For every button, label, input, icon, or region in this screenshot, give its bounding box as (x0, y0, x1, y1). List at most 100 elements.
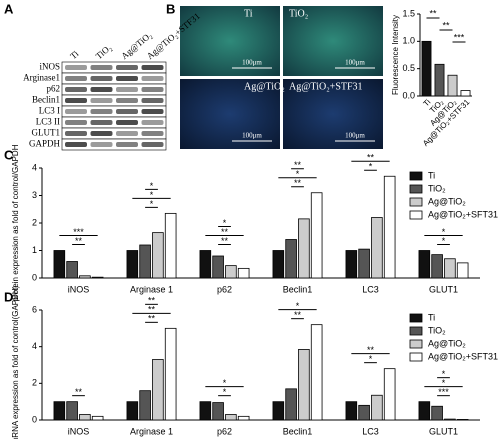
bar (434, 63, 445, 97)
micrograph-label: Ag@TiO₂ (244, 81, 285, 92)
y-tick-label: 1.0 (402, 36, 415, 46)
sig-label: * (442, 227, 446, 237)
blot-band (90, 65, 113, 70)
sig-label: * (150, 199, 154, 209)
scale-label: 100μm (242, 132, 262, 140)
blot-band (90, 131, 113, 136)
sig-label: ** (148, 305, 156, 315)
panel-label: A (4, 1, 14, 16)
blot-band (90, 120, 113, 125)
sig-label: ** (294, 160, 302, 170)
sig-label: * (223, 378, 227, 388)
sig-label: *** (454, 32, 465, 42)
micrograph (180, 6, 280, 76)
bar (164, 327, 177, 421)
micrograph-label: TiO₂ (289, 8, 308, 19)
legend-swatch (409, 171, 423, 181)
blot-band (90, 109, 113, 114)
scale-label: 100μm (345, 132, 365, 140)
bar (53, 250, 66, 279)
legend-swatch (409, 339, 423, 349)
bar (79, 414, 91, 421)
bar (431, 254, 443, 279)
blot-band (116, 98, 138, 103)
blot-band (141, 142, 164, 147)
sig-label: ** (75, 236, 83, 246)
legend-label: TiO₂ (428, 183, 446, 193)
bar (431, 405, 443, 421)
sig-label: ** (429, 8, 437, 18)
bar (199, 250, 212, 279)
sig-label: ** (148, 314, 156, 324)
legend-swatch (409, 184, 423, 194)
blot-band (116, 142, 138, 147)
bar (139, 390, 151, 421)
bar (164, 212, 177, 279)
micrograph-label: Ag@TiO₂+STF31 (289, 81, 363, 92)
bar (310, 192, 323, 279)
bar (212, 255, 224, 279)
blot-band (90, 98, 113, 103)
blot-row-label: p62 (47, 84, 61, 94)
blot-row-label: LC3 II (36, 117, 60, 127)
blot-band (141, 76, 164, 81)
bar (298, 349, 310, 421)
x-tick-label: GLUT1 (429, 284, 458, 294)
bar (126, 401, 139, 421)
bar (447, 74, 458, 97)
bar (212, 402, 224, 421)
x-tick-label: iNOS (68, 284, 90, 294)
y-tick-label: 6 (32, 304, 37, 314)
blot-row-label: GLUT1 (32, 128, 61, 138)
y-tick-label: 4 (32, 162, 37, 172)
bar (139, 244, 151, 279)
blot-lane-label: TiO₂ (94, 42, 114, 61)
bar (460, 90, 471, 97)
blot-band (141, 109, 164, 114)
sig-label: ** (294, 310, 302, 320)
y-axis-title: mRNA expression as fold of control(GAPDH… (11, 285, 20, 439)
bar (225, 414, 237, 421)
bar (152, 359, 164, 421)
blot-band (116, 109, 138, 114)
legend-label: Ag@TiO₂+SFT31 (428, 351, 498, 361)
legend-label: TiO₂ (428, 325, 446, 335)
sig-label: * (150, 181, 154, 191)
bar (456, 262, 469, 279)
sig-label: * (296, 301, 300, 311)
micrograph (180, 79, 280, 149)
bar (152, 232, 164, 279)
legend-swatch (409, 197, 423, 207)
bar (237, 415, 250, 421)
bar (444, 258, 456, 279)
bar (371, 394, 383, 421)
blot-band (141, 120, 164, 125)
blot-band (141, 87, 164, 92)
blot-band (141, 98, 164, 103)
bar (66, 261, 78, 279)
blot-band (116, 131, 138, 136)
blot-band (65, 120, 87, 125)
bar (79, 275, 91, 279)
bar (383, 175, 396, 279)
legend-swatch (409, 352, 423, 362)
x-tick-label: iNOS (68, 426, 90, 436)
bar (456, 419, 469, 421)
legend-swatch (409, 210, 423, 220)
sig-label: * (223, 387, 227, 397)
blot-band (65, 65, 87, 70)
blot-band (65, 98, 87, 103)
y-tick-label: 0.0 (402, 90, 415, 100)
x-tick-label: p62 (217, 284, 232, 294)
x-tick-label: GLUT1 (429, 426, 458, 436)
legend-label: Ag@TiO₂+SFT31 (428, 209, 498, 219)
blot-row-label: Arginase1 (23, 73, 60, 83)
panel-label: D (4, 289, 13, 304)
bar (237, 267, 250, 279)
blot-row-label: iNOS (39, 62, 60, 72)
x-tick-label: Ti (422, 97, 433, 108)
panel-label: C (4, 147, 14, 162)
y-tick-label: 0 (32, 272, 37, 282)
sig-label: *** (438, 387, 449, 397)
bar (285, 239, 297, 279)
